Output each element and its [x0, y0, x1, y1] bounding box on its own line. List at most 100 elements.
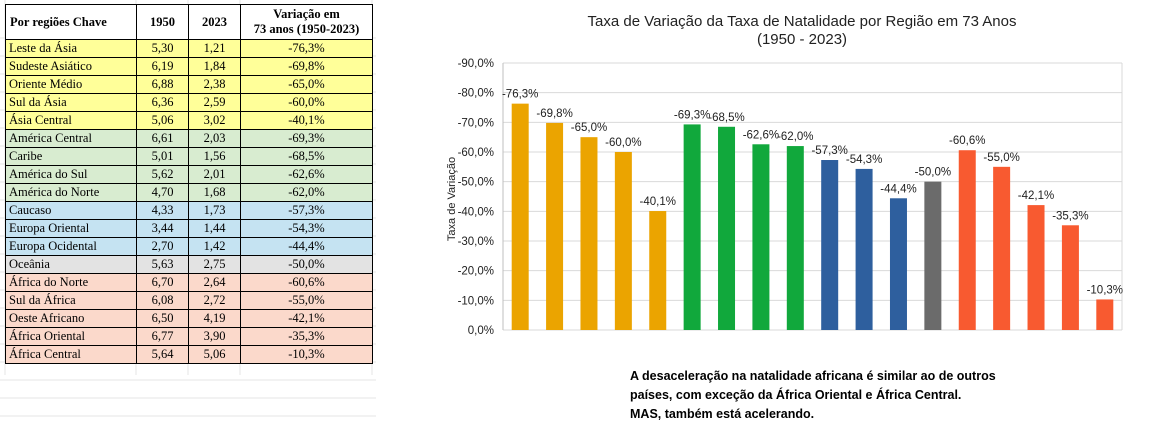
data-label: -69,8%: [536, 108, 572, 120]
cell-change: -35,3%: [240, 327, 373, 346]
bar: [821, 160, 839, 330]
bar: [614, 152, 632, 330]
table-row: Caucaso 4,33 1,73 -57,3%: [5, 201, 373, 220]
bar: [855, 168, 873, 330]
header-change: Variação em 73 anos (1950-2023): [240, 4, 373, 40]
cell-1950: 6,50: [136, 309, 189, 328]
cell-1950: 6,77: [136, 327, 189, 346]
header-region: Por regiões Chave: [5, 4, 137, 40]
cell-region: Sul da África: [5, 291, 137, 310]
cell-change: -55,0%: [240, 291, 373, 310]
data-label: -60,0%: [605, 137, 641, 149]
header-change-line2: 73 anos (1950-2023): [253, 22, 360, 36]
table-row: África Central 5,64 5,06 -10,3%: [5, 345, 373, 364]
data-label: -54,3%: [846, 154, 882, 166]
cell-1950: 5,64: [136, 345, 189, 364]
cell-1950: 4,33: [136, 201, 189, 220]
bar: [1061, 225, 1079, 330]
header-1950: 1950: [136, 4, 189, 40]
y-tick-label: 0,0%: [468, 325, 494, 337]
data-table: Por regiões Chave 1950 2023 Variação em …: [5, 4, 373, 364]
bar: [786, 146, 804, 330]
data-label: -35,3%: [1052, 210, 1088, 222]
cell-change: -65,0%: [240, 75, 373, 94]
data-label: -68,5%: [708, 112, 744, 124]
cell-2023: 1,42: [188, 237, 241, 256]
data-label: -76,3%: [502, 89, 538, 101]
cell-1950: 5,01: [136, 147, 189, 166]
cell-region: Europa Oriental: [5, 219, 137, 238]
cell-region: Sul da Ásia: [5, 93, 137, 112]
data-label: -42,1%: [1018, 190, 1054, 202]
data-label: -62,6%: [743, 129, 779, 141]
data-label: -10,3%: [1087, 284, 1123, 296]
header-2023: 2023: [188, 4, 241, 40]
cell-region: África Central: [5, 345, 137, 364]
cell-2023: 1,56: [188, 147, 241, 166]
cell-region: América do Norte: [5, 183, 137, 202]
table-row: África do Norte 6,70 2,64 -60,6%: [5, 273, 373, 292]
cell-region: Oriente Médio: [5, 75, 137, 94]
cell-2023: 1,84: [188, 57, 241, 76]
table-row: América do Sul 5,62 2,01 -62,6%: [5, 165, 373, 184]
table-row: Oeste Africano 6,50 4,19 -42,1%: [5, 309, 373, 328]
bar: [1027, 205, 1045, 330]
data-label: -65,0%: [571, 122, 607, 134]
bar: [958, 150, 976, 330]
table-row: América do Norte 4,70 1,68 -62,0%: [5, 183, 373, 202]
y-tick-label: -50,0%: [458, 177, 494, 189]
bar: [649, 211, 667, 330]
bar: [718, 126, 736, 331]
y-tick-label: -60,0%: [458, 147, 494, 159]
table-row: Oceânia 5,63 2,75 -50,0%: [5, 255, 373, 274]
bar: [683, 124, 701, 330]
data-label: -62,0%: [777, 131, 813, 143]
cell-region: Leste da Ásia: [5, 39, 137, 58]
cell-2023: 1,21: [188, 39, 241, 58]
y-tick-label: -30,0%: [458, 236, 494, 248]
cell-region: África Oriental: [5, 327, 137, 346]
bar: [511, 103, 529, 330]
cell-2023: 3,90: [188, 327, 241, 346]
cell-2023: 4,19: [188, 309, 241, 328]
note-line-3: MAS, também está acelerando.: [630, 407, 815, 421]
data-label: -50,0%: [915, 167, 951, 179]
cell-change: -57,3%: [240, 201, 373, 220]
header-change-line1: Variação em: [273, 7, 340, 21]
cell-change: -50,0%: [240, 255, 373, 274]
data-label: -40,1%: [640, 196, 676, 208]
cell-region: Caucaso: [5, 201, 137, 220]
table-row: Leste da Ásia 5,30 1,21 -76,3%: [5, 39, 373, 58]
data-label: -55,0%: [983, 152, 1019, 164]
cell-2023: 1,73: [188, 201, 241, 220]
cell-2023: 2,01: [188, 165, 241, 184]
bar: [580, 137, 598, 330]
data-label: -60,6%: [949, 135, 985, 147]
chart-subtitle: (1950 - 2023): [757, 31, 847, 48]
bar: [993, 166, 1011, 330]
y-tick-label: -90,0%: [458, 58, 494, 70]
cell-2023: 3,02: [188, 111, 241, 130]
y-tick-label: -20,0%: [458, 266, 494, 278]
bar: [889, 198, 907, 330]
y-tick-label: -10,0%: [458, 295, 494, 307]
cell-1950: 3,44: [136, 219, 189, 238]
cell-change: -60,6%: [240, 273, 373, 292]
table-header-row: Por regiões Chave 1950 2023 Variação em …: [5, 4, 373, 40]
data-label: -44,4%: [880, 183, 916, 195]
note-line-2: países, com exceção da África Oriental e…: [630, 388, 962, 402]
y-tick-label: -40,0%: [458, 206, 494, 218]
table-row: África Oriental 6,77 3,90 -35,3%: [5, 327, 373, 346]
bar: [752, 144, 770, 330]
y-axis-label: Taxa de Variação: [446, 157, 458, 241]
table-row: Caribe 5,01 1,56 -68,5%: [5, 147, 373, 166]
cell-change: -68,5%: [240, 147, 373, 166]
cell-change: -69,3%: [240, 129, 373, 148]
y-tick-label: -80,0%: [458, 88, 494, 100]
bar: [546, 122, 564, 330]
y-tick-label: -70,0%: [458, 117, 494, 129]
table-row: Sul da África 6,08 2,72 -55,0%: [5, 291, 373, 310]
table-row: América Central 6,61 2,03 -69,3%: [5, 129, 373, 148]
table-row: Oriente Médio 6,88 2,38 -65,0%: [5, 75, 373, 94]
